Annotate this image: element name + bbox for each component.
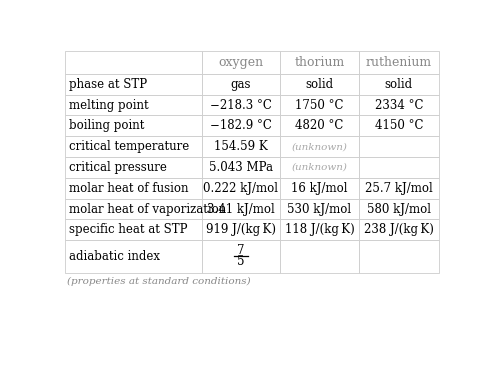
Text: critical pressure: critical pressure (69, 161, 167, 174)
Bar (202, 116, 280, 136)
Bar (65, 199, 202, 219)
Bar (65, 116, 202, 136)
Text: oxygen: oxygen (218, 56, 264, 69)
Text: thorium: thorium (294, 56, 344, 69)
Text: molar heat of vaporization: molar heat of vaporization (69, 202, 226, 216)
Text: 5.043 MPa: 5.043 MPa (209, 161, 273, 174)
Bar (280, 219, 359, 240)
Bar (280, 51, 359, 74)
Text: 25.7 kJ/mol: 25.7 kJ/mol (365, 182, 432, 195)
Bar (359, 94, 439, 116)
Bar (280, 74, 359, 94)
Bar (359, 199, 439, 219)
Text: 16 kJ/mol: 16 kJ/mol (291, 182, 348, 195)
Bar (280, 94, 359, 116)
Bar (359, 219, 439, 240)
Bar (359, 136, 439, 157)
Bar (65, 178, 202, 199)
Text: critical temperature: critical temperature (69, 140, 189, 153)
Bar (65, 157, 202, 178)
Bar (202, 51, 280, 74)
Text: 1750 °C: 1750 °C (295, 99, 343, 111)
Text: 4820 °C: 4820 °C (295, 119, 343, 132)
Text: (unknown): (unknown) (291, 163, 347, 172)
Bar (280, 116, 359, 136)
Bar (65, 136, 202, 157)
Bar (65, 51, 202, 74)
Text: −182.9 °C: −182.9 °C (210, 119, 272, 132)
Bar (202, 136, 280, 157)
Text: solid: solid (385, 78, 413, 91)
Text: 0.222 kJ/mol: 0.222 kJ/mol (203, 182, 278, 195)
Bar (202, 199, 280, 219)
Text: 238 J/(kg K): 238 J/(kg K) (364, 223, 434, 236)
Bar (202, 178, 280, 199)
Text: 530 kJ/mol: 530 kJ/mol (287, 202, 351, 216)
Text: melting point: melting point (69, 99, 149, 111)
Bar (202, 240, 280, 273)
Bar (65, 240, 202, 273)
Bar (65, 74, 202, 94)
Text: 2334 °C: 2334 °C (374, 99, 423, 111)
Text: 4150 °C: 4150 °C (374, 119, 423, 132)
Text: molar heat of fusion: molar heat of fusion (69, 182, 188, 195)
Text: adiabatic index: adiabatic index (69, 250, 160, 263)
Bar (359, 116, 439, 136)
Text: 580 kJ/mol: 580 kJ/mol (367, 202, 431, 216)
Text: 154.59 K: 154.59 K (214, 140, 268, 153)
Bar (280, 240, 359, 273)
Bar (359, 240, 439, 273)
Text: boiling point: boiling point (69, 119, 145, 132)
Bar (359, 51, 439, 74)
Text: 3.41 kJ/mol: 3.41 kJ/mol (207, 202, 275, 216)
Text: specific heat at STP: specific heat at STP (69, 223, 187, 236)
Text: 118 J/(kg K): 118 J/(kg K) (284, 223, 354, 236)
Bar (202, 94, 280, 116)
Bar (202, 219, 280, 240)
Bar (359, 74, 439, 94)
Text: 7: 7 (237, 244, 245, 257)
Text: (unknown): (unknown) (291, 142, 347, 151)
Bar (202, 157, 280, 178)
Text: (properties at standard conditions): (properties at standard conditions) (67, 276, 251, 286)
Text: 5: 5 (237, 255, 245, 268)
Bar (280, 178, 359, 199)
Bar (280, 199, 359, 219)
Text: 919 J/(kg K): 919 J/(kg K) (206, 223, 276, 236)
Bar (280, 157, 359, 178)
Text: −218.3 °C: −218.3 °C (210, 99, 272, 111)
Text: phase at STP: phase at STP (69, 78, 147, 91)
Bar (202, 74, 280, 94)
Bar (359, 178, 439, 199)
Text: solid: solid (306, 78, 334, 91)
Text: ruthenium: ruthenium (366, 56, 432, 69)
Bar (65, 94, 202, 116)
Bar (65, 219, 202, 240)
Bar (280, 136, 359, 157)
Text: gas: gas (231, 78, 251, 91)
Bar (359, 157, 439, 178)
